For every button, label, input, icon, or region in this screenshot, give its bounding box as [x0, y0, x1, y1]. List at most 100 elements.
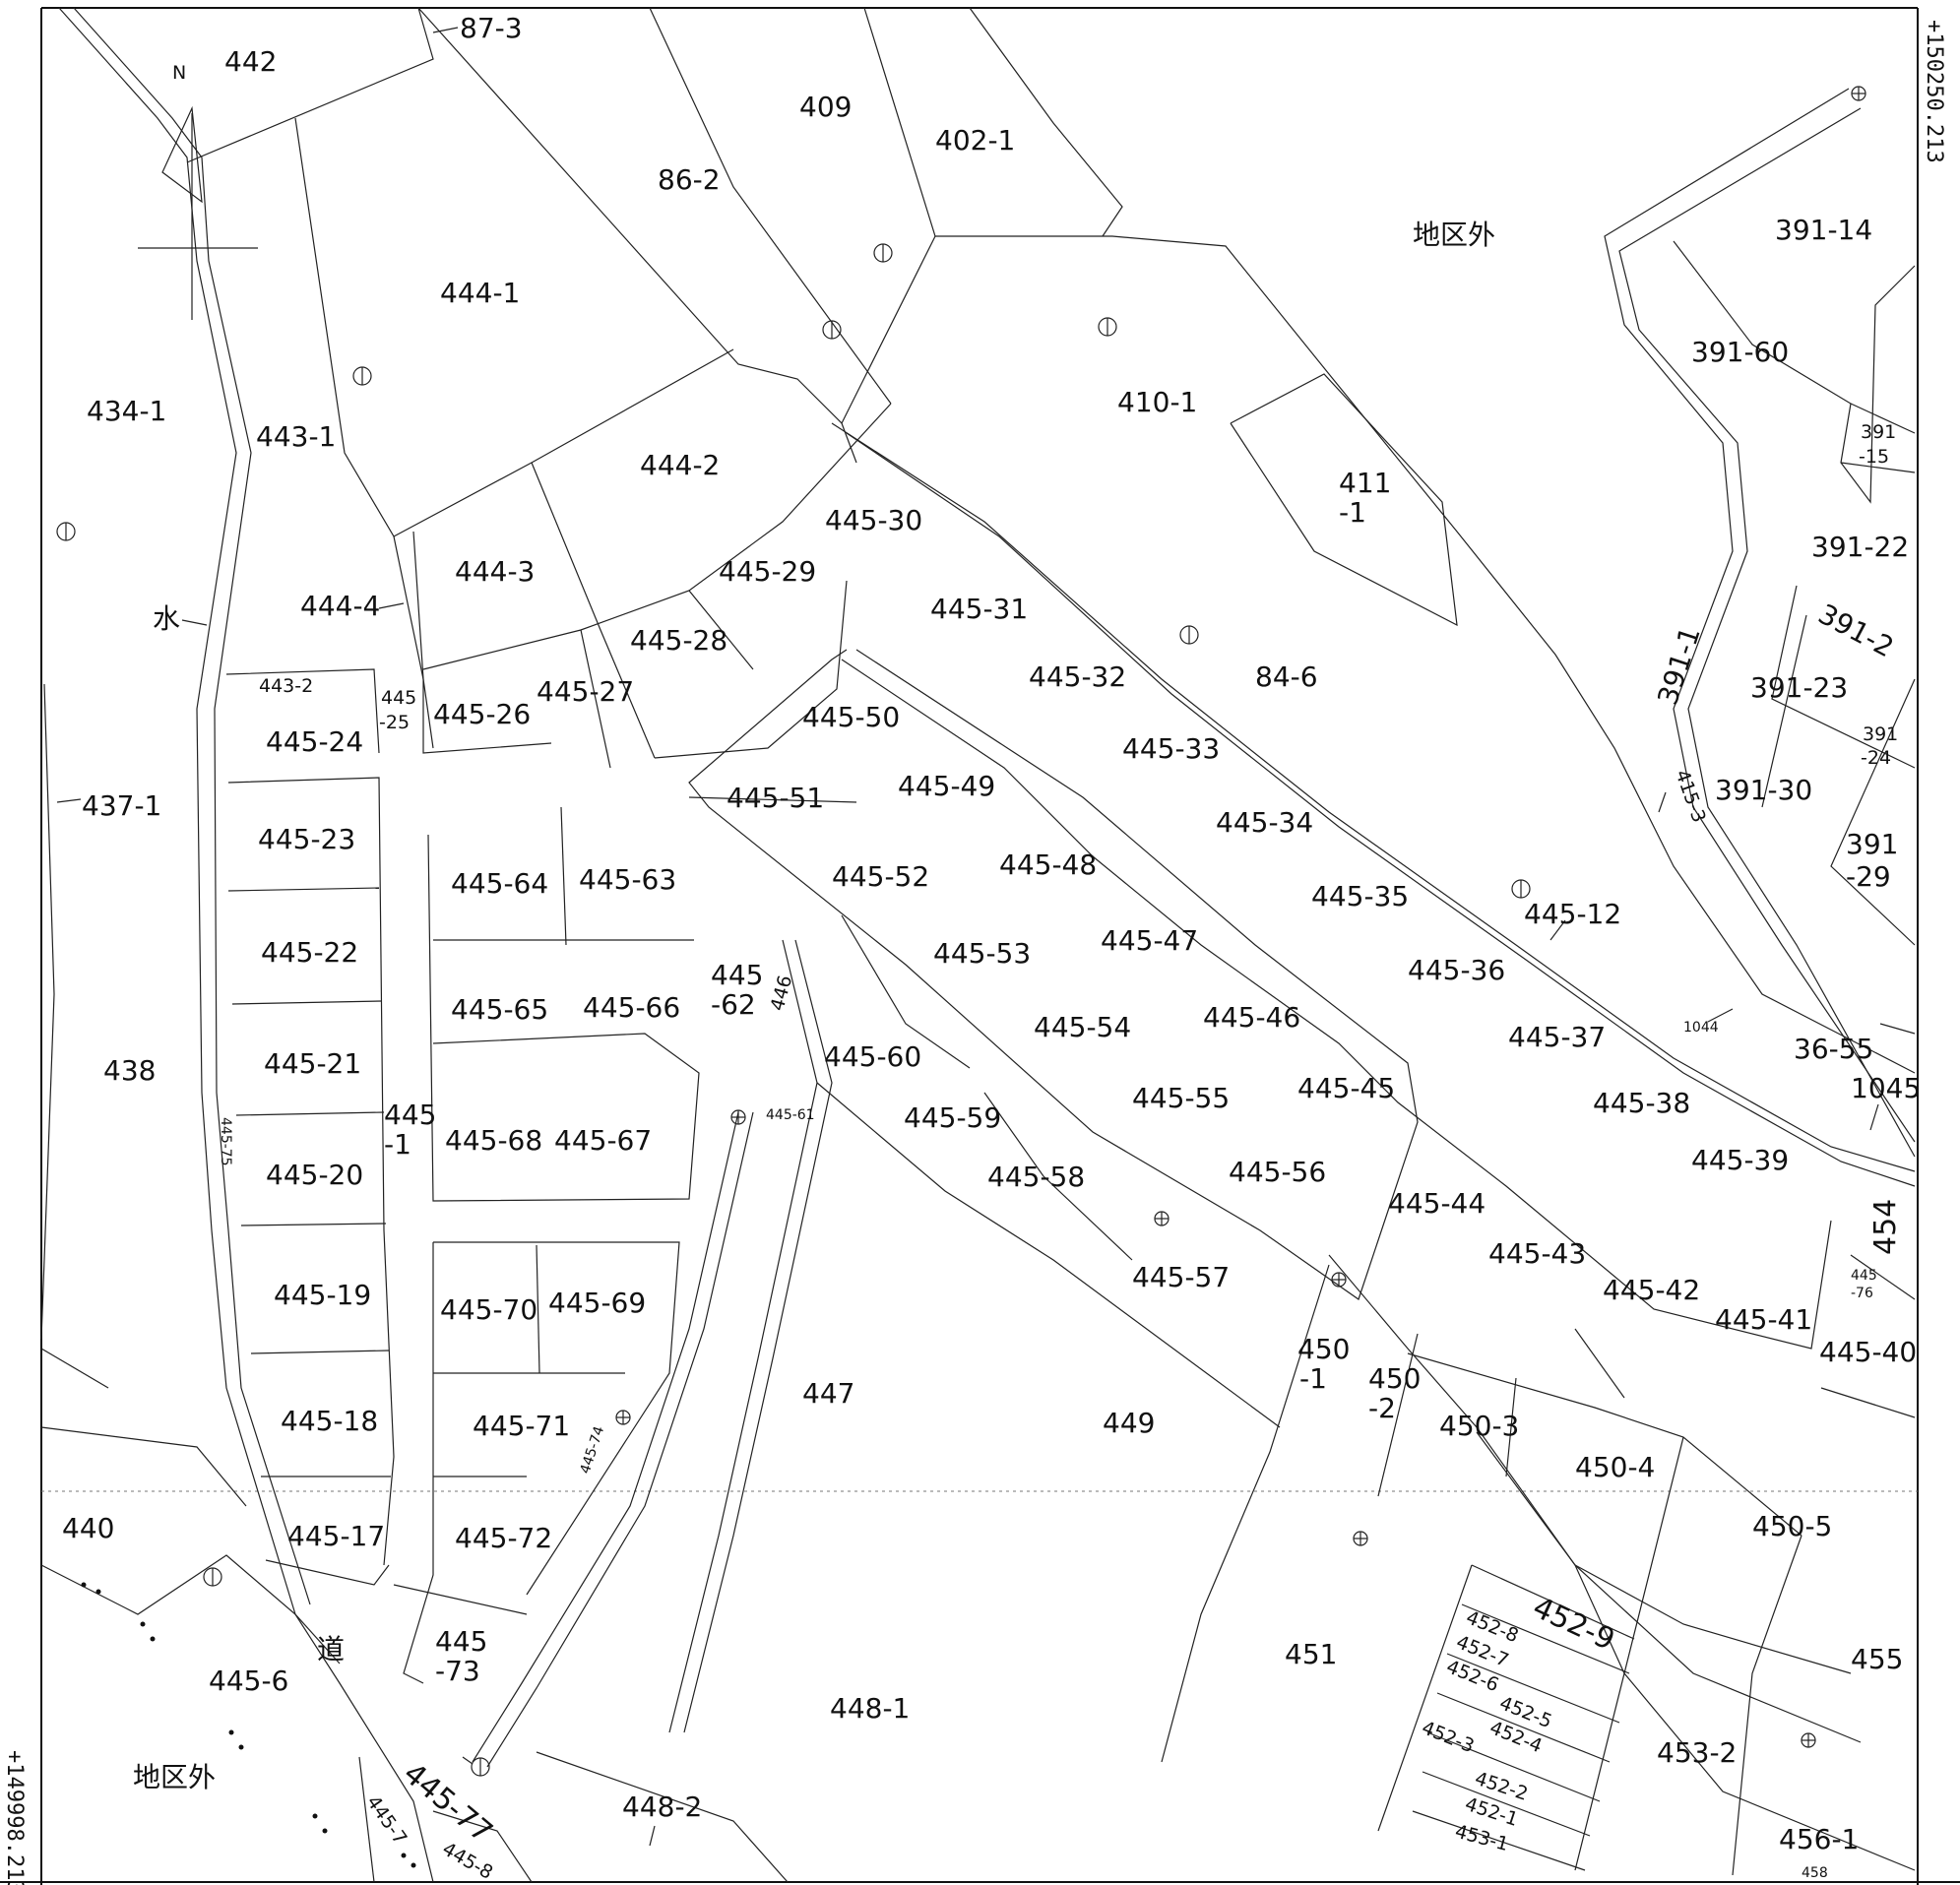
- outside-district-label: 地区外: [1413, 219, 1495, 251]
- parcel-label: 440: [62, 1512, 114, 1544]
- parcel-label: 445: [435, 1625, 487, 1658]
- parcel-label: 445-47: [1101, 924, 1198, 957]
- parcel-label: 445-66: [583, 991, 680, 1024]
- parcel-label: 402-1: [935, 124, 1015, 157]
- parcel-label: 445-64: [451, 867, 548, 900]
- parcel-label: 450-4: [1575, 1451, 1655, 1483]
- parcel-label: 445-40: [1819, 1336, 1917, 1368]
- parcel-label: 410-1: [1117, 386, 1197, 418]
- parcel-label: 445-32: [1029, 660, 1126, 693]
- parcel-label: 445-55: [1132, 1082, 1230, 1114]
- parcel-label: 445-77: [397, 1756, 499, 1850]
- parcel-label: 445-70: [440, 1293, 537, 1326]
- parcel-label: -29: [1846, 860, 1891, 893]
- parcel-label: 445-43: [1488, 1237, 1586, 1270]
- parcel-label: 445-23: [258, 823, 355, 855]
- parcel-label: 445-56: [1229, 1156, 1326, 1188]
- parcel-label: 445-26: [433, 698, 531, 730]
- parcel-label: 445-12: [1524, 898, 1621, 930]
- parcel-label: 409: [799, 91, 852, 123]
- parcel-label: 445-27: [537, 675, 634, 708]
- parcel-label: 445-72: [455, 1522, 552, 1554]
- parcel-label: 445-45: [1297, 1072, 1395, 1104]
- parcel-label: -76: [1851, 1286, 1873, 1301]
- parcel-label: 452-9: [1528, 1591, 1620, 1659]
- parcel-label: -1: [1339, 496, 1366, 529]
- parcel-label: 445-33: [1122, 732, 1220, 765]
- benchmark-icon: [56, 86, 1866, 1777]
- parcel-label: 445-68: [445, 1124, 542, 1157]
- parcel-label: 438: [103, 1054, 156, 1087]
- parcel-label: 450-5: [1752, 1510, 1832, 1542]
- parcel-label: 445-18: [281, 1405, 378, 1437]
- parcel-label: 444-3: [455, 555, 535, 588]
- parcel-label: 1044: [1683, 1020, 1719, 1036]
- parcel-label: 434-1: [87, 395, 166, 427]
- map-frame: [0, 7, 1960, 1885]
- parcel-label: -1: [1299, 1362, 1327, 1395]
- parcel-labels: 442 87-3 409 402-1 86-2 444-1 434-1 443-…: [62, 12, 1921, 1884]
- parcel-label: 445: [381, 687, 416, 709]
- parcel-label: 445-48: [999, 848, 1097, 881]
- parcel-label: 391-2: [1813, 597, 1899, 663]
- parcel-label: 445-8: [439, 1838, 497, 1884]
- road-label: 道: [317, 1633, 345, 1665]
- parcel-label: 1045: [1851, 1072, 1921, 1104]
- parcel-label: 445-59: [904, 1101, 1001, 1134]
- parcel-label: 445-6: [209, 1665, 288, 1697]
- parcel-label: 452-3: [1419, 1717, 1477, 1757]
- parcel-label: 445-58: [987, 1161, 1085, 1193]
- parcel-label: -24: [1861, 747, 1891, 769]
- parcel-label: 445-44: [1388, 1187, 1486, 1220]
- parcel-label: 445-65: [451, 993, 548, 1026]
- parcel-label: 415-3: [1671, 767, 1710, 825]
- parcel-label: 445-21: [264, 1047, 361, 1080]
- parcel-label: 445-28: [630, 624, 727, 657]
- parcel-label: -73: [435, 1655, 480, 1687]
- parcel-label: 445-52: [832, 860, 929, 893]
- parcel-label: 86-2: [658, 163, 721, 196]
- parcel-label: 445: [384, 1099, 436, 1131]
- parcel-label: 445-38: [1593, 1087, 1690, 1119]
- parcel-label: 445-17: [287, 1520, 385, 1552]
- parcel-label: 445-30: [825, 504, 922, 536]
- north-arrow: [138, 105, 258, 320]
- parcel-label: 445-75: [218, 1117, 233, 1166]
- parcel-label: 454: [1868, 1199, 1903, 1255]
- parcel-label: 453-2: [1657, 1736, 1737, 1769]
- water-label: 水: [153, 602, 180, 635]
- parcel-label: 87-3: [460, 12, 523, 44]
- parcel-label: 445-41: [1715, 1303, 1812, 1336]
- parcel-label: 445: [711, 959, 763, 991]
- north-label: N: [172, 62, 186, 84]
- parcel-label: 455: [1851, 1643, 1903, 1675]
- parcel-label: 445-74: [578, 1424, 608, 1476]
- parcel-label: 445-35: [1311, 880, 1409, 912]
- parcel-label: 84-6: [1255, 660, 1318, 693]
- outside-district-label: 地区外: [133, 1761, 216, 1793]
- parcel-label: 445-67: [554, 1124, 652, 1157]
- parcel-label: -25: [379, 712, 410, 733]
- parcel-label: 445-53: [933, 937, 1031, 970]
- parcel-label: 391: [1861, 421, 1896, 443]
- parcel-label: 448-2: [622, 1791, 702, 1823]
- parcel-label: 445-54: [1034, 1011, 1131, 1043]
- parcel-label: 391-60: [1691, 336, 1789, 368]
- parcel-label: 451: [1285, 1638, 1337, 1670]
- parcel-label: 445-20: [266, 1159, 363, 1191]
- parcel-label: 445-42: [1603, 1274, 1700, 1306]
- parcel-label: 456-1: [1779, 1823, 1859, 1855]
- parcel-label: 444-2: [640, 449, 720, 481]
- leader-arrows: [56, 27, 1879, 1847]
- parcel-label: 36-55: [1794, 1033, 1873, 1065]
- parcel-label: 445-39: [1691, 1144, 1789, 1176]
- parcel-label: 445-61: [766, 1107, 815, 1123]
- parcel-label: 411: [1339, 467, 1391, 499]
- parcel-label: 450-3: [1439, 1410, 1519, 1442]
- parcel-label: 437-1: [82, 789, 161, 822]
- parcel-label: 445-37: [1508, 1021, 1606, 1053]
- parcel-label: 444-1: [440, 277, 520, 309]
- parcel-label: 445-69: [548, 1287, 646, 1319]
- parcel-label: 391: [1846, 828, 1898, 860]
